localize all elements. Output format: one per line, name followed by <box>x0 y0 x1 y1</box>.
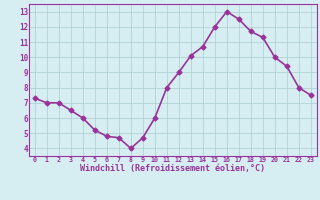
X-axis label: Windchill (Refroidissement éolien,°C): Windchill (Refroidissement éolien,°C) <box>80 164 265 173</box>
